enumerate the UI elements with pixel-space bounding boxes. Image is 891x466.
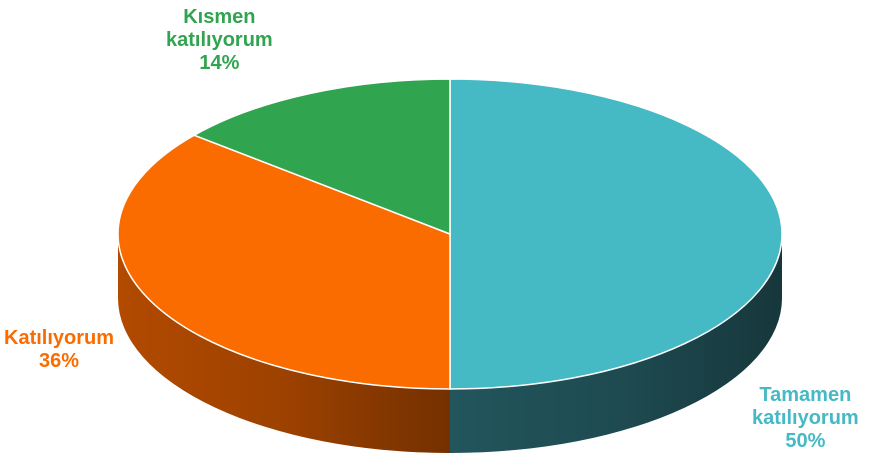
slice-label-katiliyorum: Katılıyorum 36% bbox=[4, 327, 114, 373]
slice-percent: 14% bbox=[199, 52, 240, 74]
slice-label-kismen: Kısmen katılıyorum 14% bbox=[166, 6, 273, 75]
slice-label-tamamen: Tamamen katılıyorum 50% bbox=[752, 384, 859, 453]
pie-slice bbox=[192, 78, 451, 236]
slice-label-line: Katılıyorum bbox=[4, 327, 115, 349]
slice-label-line: Tamamen bbox=[759, 384, 852, 406]
pie-slice bbox=[117, 134, 451, 390]
slice-label-line: katılıyorum bbox=[752, 407, 859, 429]
pie-slice bbox=[449, 78, 783, 390]
slice-percent: 36% bbox=[39, 350, 80, 372]
slice-percent: 50% bbox=[785, 430, 826, 452]
pie-top-faces bbox=[117, 78, 783, 390]
pie-sides bbox=[118, 234, 782, 453]
slice-label-line: katılıyorum bbox=[166, 29, 273, 51]
pie-rim bbox=[117, 78, 783, 390]
pie-side-shade bbox=[450, 234, 782, 453]
pie-side-shade bbox=[118, 234, 450, 453]
slice-label-line: Kısmen bbox=[183, 6, 256, 28]
